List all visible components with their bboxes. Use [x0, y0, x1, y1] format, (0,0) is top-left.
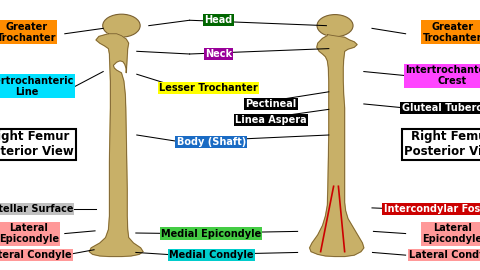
- Text: Medial Epicondyle: Medial Epicondyle: [161, 228, 261, 239]
- Text: Right Femur
Anterior View: Right Femur Anterior View: [0, 130, 74, 158]
- Text: Lateral
Epicondyle: Lateral Epicondyle: [422, 223, 480, 244]
- Text: Lateral Condyle: Lateral Condyle: [409, 250, 480, 260]
- Text: Lateral
Epicondyle: Lateral Epicondyle: [0, 223, 59, 244]
- Polygon shape: [310, 35, 364, 256]
- Text: Greater
Trochanter: Greater Trochanter: [422, 22, 480, 43]
- Text: Pectineal: Pectineal: [246, 99, 297, 109]
- Text: Gluteal Tuberosity: Gluteal Tuberosity: [402, 103, 480, 113]
- Ellipse shape: [317, 15, 353, 37]
- Text: Neck: Neck: [205, 49, 232, 59]
- Text: Intertrochanteric
Crest: Intertrochanteric Crest: [405, 65, 480, 86]
- Text: Right Femur
Posterior View: Right Femur Posterior View: [404, 130, 480, 158]
- Polygon shape: [89, 34, 143, 256]
- Text: Patellar Surface: Patellar Surface: [0, 204, 73, 214]
- Text: Head: Head: [204, 15, 232, 25]
- Text: Body (Shaft): Body (Shaft): [177, 137, 246, 147]
- Text: Lesser Trochanter: Lesser Trochanter: [159, 83, 258, 93]
- Ellipse shape: [103, 14, 140, 37]
- Text: Greater
Trochanter: Greater Trochanter: [0, 22, 56, 43]
- Text: Linea Aspera: Linea Aspera: [235, 115, 307, 125]
- Text: Intertrochanteric
Line: Intertrochanteric Line: [0, 76, 73, 97]
- Text: Intercondylar Fossa: Intercondylar Fossa: [384, 204, 480, 214]
- Text: Medial Condyle: Medial Condyle: [169, 250, 253, 260]
- Text: Lateral Condyle: Lateral Condyle: [0, 250, 72, 260]
